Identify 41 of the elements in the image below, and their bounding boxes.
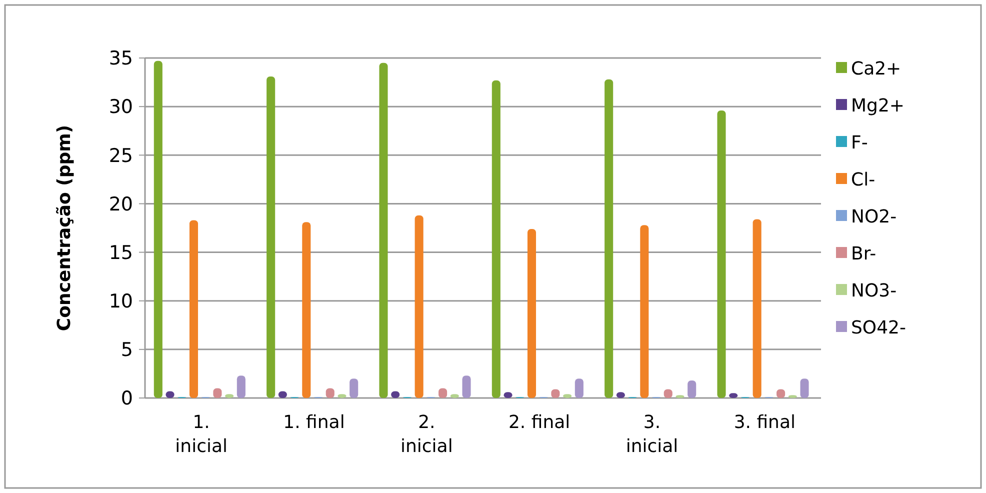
y-tick-label: 15 (108, 242, 133, 264)
bar (379, 62, 388, 398)
legend-label: NO2- (851, 206, 897, 228)
bar (236, 376, 246, 398)
bar (640, 225, 649, 398)
bar (752, 219, 762, 398)
legend-label: Mg2+ (851, 95, 904, 116)
legend-label: SO42- (851, 317, 906, 338)
y-tick-label: 0 (120, 388, 133, 410)
x-tick-label: 2. inicial (400, 412, 453, 457)
bar (688, 380, 696, 398)
bar (302, 222, 311, 398)
y-tick-label: 20 (108, 193, 133, 216)
bar (266, 76, 276, 398)
x-tick-label: 3. inicial (626, 412, 678, 457)
x-tick-label: 1. final (283, 412, 345, 433)
bar (604, 79, 614, 398)
y-tick-label: 35 (108, 48, 133, 70)
y-tick-label: 30 (108, 96, 133, 118)
bar (462, 376, 471, 398)
y-tick-label: 25 (108, 144, 133, 167)
bar (350, 378, 358, 398)
x-tick-label: 2. final (508, 412, 570, 433)
y-tick-label: 10 (108, 290, 133, 313)
bar (800, 378, 809, 398)
x-tick-label: 1. inicial (175, 412, 228, 457)
legend-label: Ca2+ (851, 58, 902, 80)
legend-label: Br- (851, 243, 876, 264)
x-tick-label: 3. final (734, 412, 796, 433)
bar (189, 220, 198, 398)
legend-label: F- (851, 132, 868, 154)
bar (492, 80, 500, 398)
y-axis-title: Concentração (ppm) (54, 124, 75, 332)
bar (717, 110, 726, 398)
y-tick-label: 5 (120, 339, 133, 362)
bar (527, 228, 536, 398)
bar (574, 378, 584, 398)
legend-label: Cl- (851, 169, 876, 190)
legend-label: NO3- (851, 280, 897, 302)
bar (414, 215, 424, 398)
bar (154, 60, 162, 398)
